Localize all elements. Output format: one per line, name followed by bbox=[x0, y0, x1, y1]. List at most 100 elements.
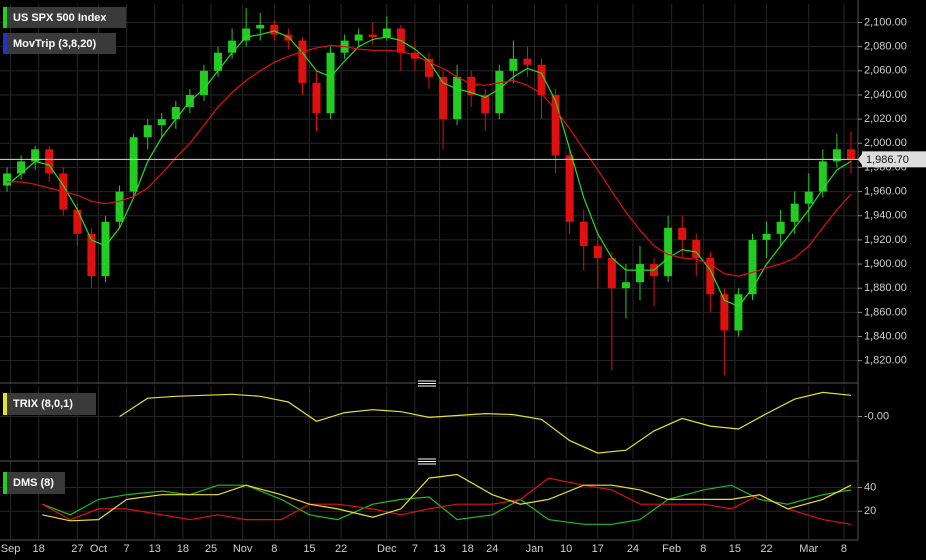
y-tick-label: 2,100.00 bbox=[864, 16, 907, 28]
x-tick-label: 27 bbox=[71, 543, 83, 555]
series-line bbox=[42, 473, 852, 522]
marks bbox=[3, 8, 855, 525]
legend-label: DMS (8) bbox=[13, 477, 54, 489]
x-tick-label: Dec bbox=[377, 543, 397, 555]
legend-marker bbox=[3, 33, 7, 54]
x-tick-label: Nov bbox=[233, 543, 253, 555]
candle-body bbox=[368, 34, 377, 37]
y-tick-label: 40 bbox=[864, 481, 876, 493]
y-tick-label: 1,960.00 bbox=[864, 185, 907, 197]
candle-body bbox=[607, 258, 616, 289]
x-tick-label: 18 bbox=[33, 543, 45, 555]
x-tick-label: 24 bbox=[486, 543, 498, 555]
y-tick-label: 1,880.00 bbox=[864, 282, 907, 294]
y-tick-label: 1,920.00 bbox=[864, 234, 907, 246]
series-line bbox=[119, 391, 852, 454]
candle-body bbox=[228, 40, 237, 53]
candle-body bbox=[832, 149, 841, 162]
y-tick-label: 1,860.00 bbox=[864, 306, 907, 318]
candle-body bbox=[678, 227, 687, 240]
x-tick-label: Oct bbox=[90, 543, 107, 555]
candle-body bbox=[748, 239, 757, 295]
candle-body bbox=[242, 28, 251, 41]
x-tick-label: Sep bbox=[1, 543, 21, 555]
candle-body bbox=[270, 24, 279, 35]
candle-body bbox=[509, 58, 518, 71]
x-tick-label: Feb bbox=[662, 543, 681, 555]
candle-body bbox=[720, 294, 729, 331]
y-tick-label: 1,900.00 bbox=[864, 258, 907, 270]
candle-body bbox=[199, 70, 208, 95]
x-tick-label: 8 bbox=[271, 543, 277, 555]
x-tick-label: 15 bbox=[303, 543, 315, 555]
candle-body bbox=[87, 233, 96, 277]
candle-body bbox=[298, 40, 307, 83]
last-price-label: 1,986.70 bbox=[866, 154, 909, 166]
candle-body bbox=[17, 161, 26, 174]
candle-body bbox=[818, 161, 827, 192]
candle-body bbox=[45, 149, 54, 174]
candle-body bbox=[846, 149, 855, 159]
candle-body bbox=[171, 107, 180, 120]
series-line bbox=[6, 30, 852, 308]
series-line bbox=[41, 477, 852, 525]
legend-label: TRIX (8,0,1) bbox=[13, 398, 73, 410]
candle-body bbox=[382, 28, 391, 37]
candle-body bbox=[115, 191, 124, 222]
drag-handle[interactable] bbox=[416, 458, 438, 465]
x-tick-label: 17 bbox=[592, 543, 604, 555]
drag-handle[interactable] bbox=[416, 380, 438, 387]
legend-marker bbox=[3, 472, 7, 494]
legend: US SPX 500 Index MovTrip (3,8,20) TRIX (… bbox=[3, 7, 126, 494]
candle-body bbox=[565, 155, 574, 222]
candle-body bbox=[621, 282, 630, 289]
y-tick-label: 1,820.00 bbox=[864, 355, 907, 367]
candle-body bbox=[354, 34, 363, 41]
legend-label: MovTrip (3,8,20) bbox=[13, 38, 96, 50]
candle-body bbox=[804, 191, 813, 204]
candle-body bbox=[734, 294, 743, 331]
y-tick-label: 2,020.00 bbox=[864, 113, 907, 125]
candle-body bbox=[706, 258, 715, 295]
x-tick-label: 8 bbox=[700, 543, 706, 555]
y-tick-label: 20 bbox=[864, 505, 876, 517]
candle-body bbox=[214, 52, 223, 71]
candle-body bbox=[692, 239, 701, 259]
candle-body bbox=[664, 227, 673, 277]
candle-body bbox=[635, 264, 644, 283]
candle-body bbox=[523, 58, 532, 65]
candle-body bbox=[776, 221, 785, 234]
series-line bbox=[41, 484, 852, 525]
x-tick-label: 18 bbox=[177, 543, 189, 555]
x-tick-label: 18 bbox=[462, 543, 474, 555]
last-price-pointer bbox=[858, 152, 863, 167]
candle-body bbox=[157, 119, 166, 126]
candle-body bbox=[467, 76, 476, 95]
legend-box bbox=[3, 472, 65, 494]
legend-marker bbox=[3, 7, 7, 28]
x-tick-label: 22 bbox=[335, 543, 347, 555]
candle-body bbox=[312, 82, 321, 114]
candle-body bbox=[425, 58, 433, 77]
last-price-box bbox=[862, 151, 926, 168]
x-tick-label: 24 bbox=[627, 543, 639, 555]
candle-body bbox=[143, 125, 152, 138]
series-line bbox=[7, 44, 852, 277]
candle-body bbox=[481, 94, 490, 114]
candle-body bbox=[73, 209, 82, 234]
candle-body bbox=[593, 245, 602, 259]
candle-body bbox=[256, 24, 265, 29]
x-tick-label: 22 bbox=[760, 543, 772, 555]
x-tick-label: 15 bbox=[729, 543, 741, 555]
legend-marker bbox=[3, 393, 7, 415]
candle-body bbox=[129, 137, 138, 192]
candle-body bbox=[101, 221, 110, 277]
y-tick-label: 1,940.00 bbox=[864, 210, 907, 222]
y-tick-label: 2,000.00 bbox=[864, 137, 907, 149]
candle-body bbox=[579, 221, 588, 246]
candle-body bbox=[3, 173, 12, 186]
candle-body bbox=[537, 64, 546, 95]
